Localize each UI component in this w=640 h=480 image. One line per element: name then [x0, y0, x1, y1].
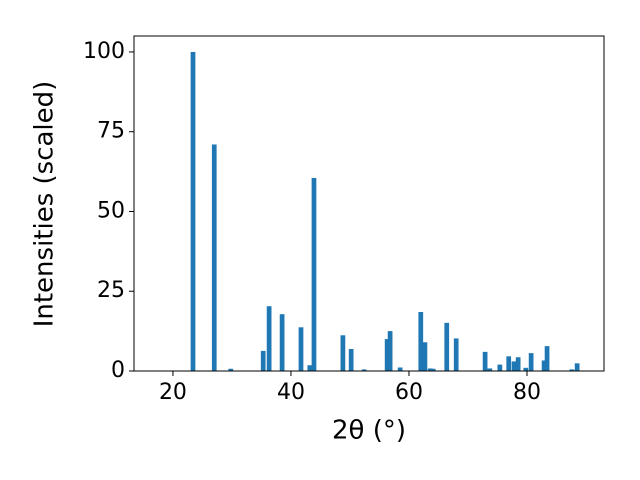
bar [515, 357, 521, 371]
x-tick-label: 40 [277, 380, 305, 405]
x-axis-label: 2θ (°) [332, 416, 406, 446]
bar [482, 351, 488, 371]
bar [487, 368, 493, 371]
bar [574, 363, 580, 371]
bar [361, 369, 367, 371]
bar [190, 51, 196, 371]
y-tick-label: 75 [97, 119, 125, 144]
bar [418, 311, 424, 371]
bar [387, 331, 393, 371]
bar [430, 368, 436, 371]
y-tick-label: 25 [97, 278, 125, 303]
bar [444, 322, 450, 371]
bar [298, 327, 304, 371]
bar [523, 367, 529, 371]
bar [569, 369, 575, 371]
bar [211, 144, 217, 371]
bar [384, 339, 390, 371]
bar [340, 335, 346, 371]
bar [453, 338, 459, 371]
x-tick-label: 20 [159, 380, 187, 405]
bar [427, 368, 433, 371]
x-tick-label: 60 [395, 380, 423, 405]
y-tick-label: 50 [97, 198, 125, 223]
bar [311, 177, 317, 371]
bar [528, 353, 534, 371]
bar [497, 364, 503, 371]
bar [506, 356, 512, 371]
bar [279, 314, 285, 371]
x-tick-label: 80 [513, 380, 541, 405]
bar [541, 360, 547, 371]
bar [397, 367, 403, 371]
bar [348, 348, 354, 371]
bar [422, 342, 428, 371]
bar [544, 346, 550, 371]
bar [228, 368, 234, 371]
y-axis-label: Intensities (scaled) [30, 81, 60, 328]
bar [266, 306, 272, 371]
bar [307, 365, 313, 371]
y-tick-label: 0 [111, 358, 125, 383]
plot-frame [133, 35, 605, 372]
bar [511, 361, 517, 371]
y-tick-label: 100 [83, 39, 125, 64]
bar [260, 350, 266, 371]
